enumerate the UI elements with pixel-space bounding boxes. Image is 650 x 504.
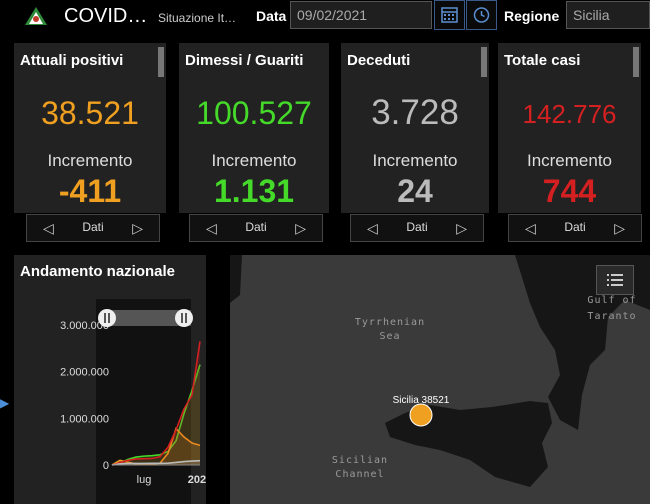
card-title: Totale casi <box>504 52 581 69</box>
card-value: 3.728 <box>371 93 459 132</box>
map-place-label: Sicilian <box>332 455 388 466</box>
map-place-label: Channel <box>335 469 384 480</box>
series-area-2 <box>112 341 200 465</box>
region-label: Regione <box>504 8 560 24</box>
map-canvas[interactable]: Tyrrhenian Sea Gulf of Taranto Sicilian Chann… <box>230 255 650 504</box>
calendar-icon <box>441 7 458 23</box>
chevron-right-icon[interactable]: ▷ <box>132 220 143 236</box>
card-dimessi-guariti: Dimessi / Guariti 100.527 Incremento 1.1… <box>179 43 329 213</box>
sardinia-landmass <box>230 255 242 303</box>
region-marker-sicilia[interactable] <box>409 403 433 427</box>
range-handle-right[interactable] <box>175 309 193 327</box>
series-line-3 <box>111 459 201 466</box>
mainland-landmass <box>515 255 650 430</box>
chevron-left-icon[interactable]: ◁ <box>367 220 378 236</box>
map-place-label: Sea <box>379 331 400 342</box>
y-tick-label: 3.000.000 <box>60 320 109 332</box>
time-button[interactable] <box>466 0 497 30</box>
chevron-right-icon[interactable]: ▷ <box>614 220 625 236</box>
card-increment-label: Incremento <box>372 151 458 170</box>
x-tick-label: lug <box>137 474 152 486</box>
time-range-track <box>102 310 191 326</box>
region-select[interactable]: Sicilia <box>566 1 650 29</box>
y-tick-label: 1.000.000 <box>60 413 109 425</box>
x-tick-label: 2021 <box>188 474 206 486</box>
card-value: 100.527 <box>196 95 312 131</box>
card-increment-value: 1.131 <box>213 173 295 209</box>
date-input[interactable]: 09/02/2021 <box>290 1 432 29</box>
date-label: Data <box>256 8 287 24</box>
card-value: 142.776 <box>522 99 617 129</box>
list-icon <box>607 274 623 286</box>
national-trend-chart: 3.000.000 2.000.000 1.000.000 0 lug 2021 <box>60 299 206 504</box>
legend-button[interactable] <box>596 265 634 295</box>
card-title: Dimessi / Guariti <box>185 52 304 69</box>
card-pager: ◁ Dati ▷ <box>189 214 323 242</box>
y-tick-label: 2.000.000 <box>60 367 109 379</box>
card-attuali-positivi: Attuali positivi 38.521 Incremento -411 <box>14 43 166 213</box>
clock-icon <box>473 7 490 23</box>
card-scrollbar[interactable] <box>481 47 487 77</box>
card-deceduti: Deceduti 3.728 Incremento 24 <box>341 43 489 213</box>
card-totale-casi: Totale casi 142.776 Incremento 744 <box>498 43 641 213</box>
card-increment-value: 24 <box>397 173 433 209</box>
chevron-right-icon[interactable]: ▶ <box>0 396 10 410</box>
pager-label: Dati <box>406 220 428 234</box>
map-view[interactable]: Tyrrhenian Sea Gulf of Taranto Sicilian Chann… <box>230 255 650 504</box>
card-increment-label: Incremento <box>211 151 297 170</box>
pager-label: Dati <box>82 220 104 234</box>
card-increment-label: Incremento <box>526 151 613 170</box>
map-place-label: Tyrrhenian <box>355 317 425 328</box>
series-line-2 <box>111 341 201 466</box>
chevron-right-icon[interactable]: ▷ <box>295 220 306 236</box>
card-pager: ◁ Dati ▷ <box>350 214 484 242</box>
chevron-right-icon[interactable]: ▷ <box>456 220 467 236</box>
series-area-0 <box>112 364 200 465</box>
pager-label: Dati <box>564 220 586 234</box>
chevron-left-icon[interactable]: ◁ <box>206 220 217 236</box>
card-pager: ◁ Dati ▷ <box>508 214 642 242</box>
card-scrollbar[interactable] <box>158 47 164 77</box>
card-pager: ◁ Dati ▷ <box>26 214 160 242</box>
card-increment-value: -411 <box>58 173 122 209</box>
range-handle-left[interactable] <box>98 309 116 327</box>
y-tick-label: 0 <box>103 460 109 472</box>
card-title: Deceduti <box>347 52 411 69</box>
app-subtitle: Situazione It… <box>158 11 237 25</box>
emblem-icon <box>25 7 47 25</box>
chart-panel: Andamento nazionale 3.000.000 2.000.000 1.… <box>14 255 206 504</box>
map-place-label: Gulf of <box>587 295 636 306</box>
chevron-left-icon[interactable]: ◁ <box>525 220 536 236</box>
card-scrollbar[interactable] <box>633 47 639 77</box>
chart-plot-background <box>96 299 191 504</box>
series-area-1 <box>112 428 200 465</box>
chevron-left-icon[interactable]: ◁ <box>43 220 54 236</box>
pager-label: Dati <box>245 220 267 234</box>
card-increment-value: 744 <box>542 173 597 209</box>
marker-label: Sicilia 38521 <box>393 395 450 406</box>
map-place-label: Taranto <box>587 311 636 322</box>
app-title: COVID… <box>64 5 148 27</box>
calendar-button[interactable] <box>434 0 465 30</box>
card-increment-label: Incremento <box>47 151 133 170</box>
card-title: Attuali positivi <box>20 52 124 69</box>
card-value: 38.521 <box>41 95 139 131</box>
chart-title: Andamento nazionale <box>20 263 176 280</box>
